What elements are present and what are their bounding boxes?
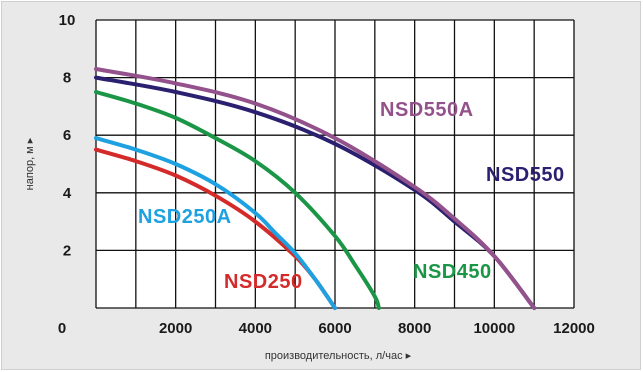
tick-labels: 2000 4000 6000 8000 10000 12000 2 4 6 8 10: [59, 12, 595, 337]
origin-label: 0: [58, 320, 66, 337]
x-tick-label: 12000: [553, 320, 595, 337]
series-line-nsd250a: [94, 136, 337, 310]
grid: [95, 19, 575, 309]
x-tick-label: 10000: [473, 320, 515, 337]
x-tick-label: 8000: [398, 320, 431, 337]
label-nsd550a: NSD550A: [380, 99, 474, 121]
x-axis-label: производительность, л/час ▸: [265, 350, 412, 362]
y-tick-label: 2: [63, 242, 71, 259]
y-tick-label: 8: [63, 70, 71, 87]
y-tick-label: 10: [59, 12, 76, 29]
label-nsd450: NSD450: [413, 261, 492, 283]
y-tick-label: 4: [63, 185, 72, 202]
curves: [94, 67, 537, 310]
label-nsd250a: NSD250A: [138, 206, 232, 228]
y-tick-label: 6: [63, 127, 71, 144]
series-line-nsd550a: [94, 67, 537, 310]
label-nsd250: NSD250: [224, 271, 303, 293]
x-tick-label: 6000: [318, 320, 351, 337]
series-line-nsd450: [94, 90, 381, 310]
x-tick-label: 2000: [159, 320, 192, 337]
x-tick-label: 4000: [239, 320, 272, 337]
y-axis-label: напор, м ▸: [24, 137, 36, 190]
label-nsd550: NSD550: [486, 164, 565, 186]
